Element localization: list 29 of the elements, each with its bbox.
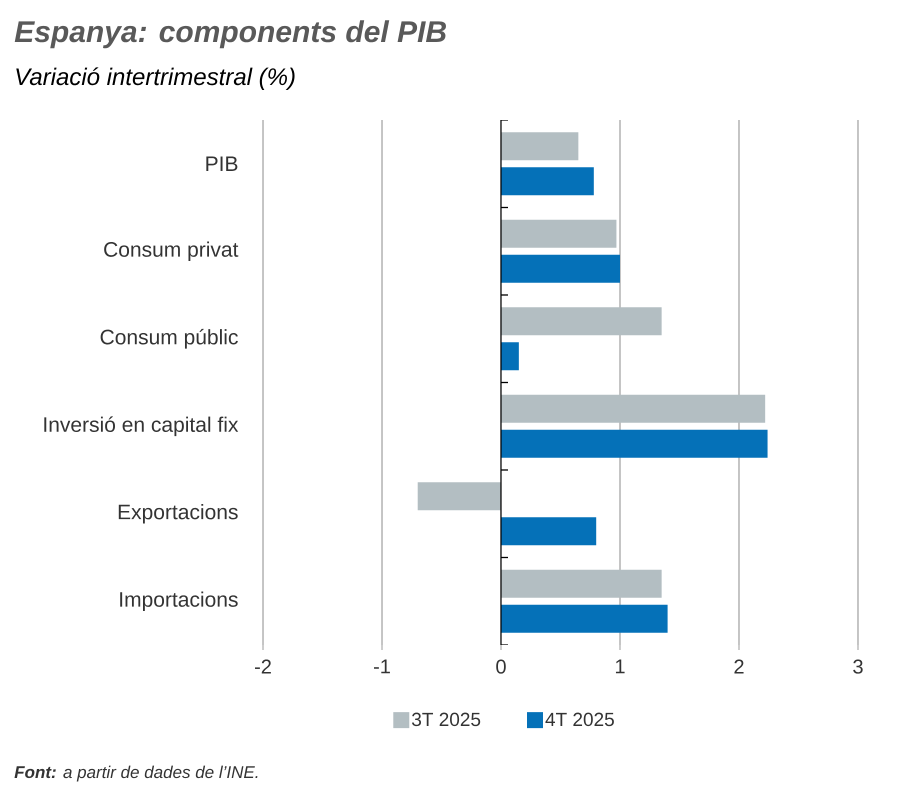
x-tick-label: 0: [496, 660, 506, 674]
x-tick-label: -1: [374, 660, 390, 674]
bar: [501, 220, 616, 248]
bar: [501, 167, 594, 196]
x-tick-label: 3: [853, 660, 863, 674]
legend-label: 4T 2025: [545, 712, 614, 726]
bar: [501, 430, 768, 458]
chart-title: Espanya: components del PIB: [14, 20, 446, 48]
legend-label: 3T 2025: [412, 712, 480, 726]
bar: [501, 570, 662, 598]
bar: [501, 517, 596, 546]
x-tick-label: -2: [255, 660, 271, 674]
y-tick-label: PIB: [206, 156, 238, 171]
bar: [501, 254, 620, 283]
bar: [501, 342, 519, 370]
x-tick-label: 2: [734, 660, 744, 674]
y-tick-label: Exportacions: [118, 504, 238, 524]
bar: [418, 482, 501, 510]
bar: [501, 132, 578, 160]
y-tick-label: Inversió en capital fix: [44, 416, 238, 436]
chart-subtitle: Variació intertrimestral (%): [16, 67, 295, 90]
x-tick-label: 1: [616, 660, 625, 674]
y-tick-label: Consum públic: [100, 328, 238, 349]
text: Font: a partir de dades de l’INE.: [14, 766, 258, 782]
bar: [501, 394, 766, 423]
bar: [501, 307, 662, 336]
bar: [501, 604, 668, 633]
y-tick-label: Importacions: [120, 591, 238, 612]
y-tick-label: Consum privat: [104, 241, 238, 262]
